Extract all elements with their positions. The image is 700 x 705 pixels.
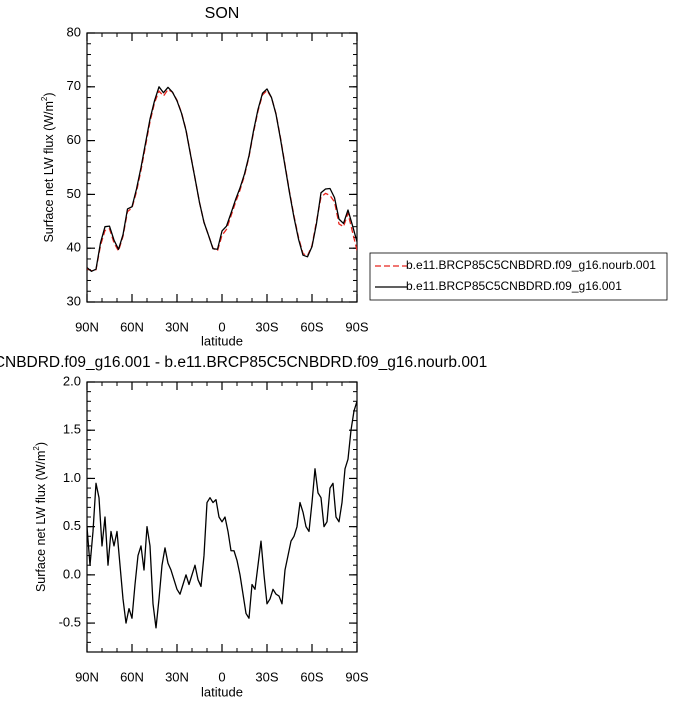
x-tick-label: 60S: [300, 669, 323, 684]
legend-label-1: b.e11.BRCP85C5CNBDRD.f09_g16.nourb.001: [406, 258, 656, 272]
y-tick-label: 70: [67, 78, 81, 93]
y-tick-label: 1.0: [63, 470, 81, 485]
y-tick-label: 0.0: [63, 566, 81, 581]
x-tick-label: 0: [218, 319, 225, 334]
legend-box: [369, 252, 668, 301]
y-tick-label: 80: [67, 24, 81, 39]
y-tick-label: 2.0: [63, 373, 81, 388]
x-tick-label: 90N: [75, 319, 99, 334]
chart-title: 85C5CNBDRD.f09_g16.001 - b.e11.BRCP85C5C…: [0, 354, 487, 371]
y-axis-label: Surface net LW flux (W/m2): [40, 92, 56, 242]
x-tick-label: 90N: [75, 669, 99, 684]
y-tick-label: 1.5: [63, 422, 81, 437]
y-tick-label: 40: [67, 240, 81, 255]
y-tick-label: -0.5: [59, 615, 81, 630]
chart-panel-2: 85C5CNBDRD.f09_g16.001 - b.e11.BRCP85C5C…: [0, 354, 487, 699]
y-tick-label: 60: [67, 132, 81, 147]
x-axis-label: latitude: [201, 684, 243, 699]
series-line-2: [87, 86, 357, 272]
series-line-1: [87, 88, 357, 272]
y-tick-label: 0.5: [63, 518, 81, 533]
y-tick-label: 30: [67, 293, 81, 308]
x-tick-label: 90S: [345, 319, 368, 334]
plot-frame: [86, 32, 358, 303]
chart-title: SON: [205, 5, 240, 22]
x-tick-label: 30S: [255, 319, 278, 334]
series-line-1: [87, 401, 357, 629]
x-tick-label: 90S: [345, 669, 368, 684]
x-tick-label: 30S: [255, 669, 278, 684]
chart-panel-1: SON 90N 60N 30N 0 30S 60S 90S 30 40 50 60 70 80 latitu…: [40, 5, 668, 348]
x-tick-label: 60N: [120, 669, 144, 684]
x-tick-label: 60N: [120, 319, 144, 334]
y-tick-label: 50: [67, 186, 81, 201]
legend: b.e11.BRCP85C5CNBDRD.f09_g16.nourb.001 b.…: [369, 252, 668, 301]
x-tick-label: 0: [218, 669, 225, 684]
x-axis-label: latitude: [201, 333, 243, 348]
x-tick-label: 30N: [165, 669, 189, 684]
x-tick-label: 60S: [300, 319, 323, 334]
legend-label-2: b.e11.BRCP85C5CNBDRD.f09_g16.001: [406, 279, 622, 293]
plot-frame: [86, 381, 358, 653]
y-axis-label: Surface net LW flux (W/m2): [32, 442, 48, 592]
x-tick-label: 30N: [165, 319, 189, 334]
